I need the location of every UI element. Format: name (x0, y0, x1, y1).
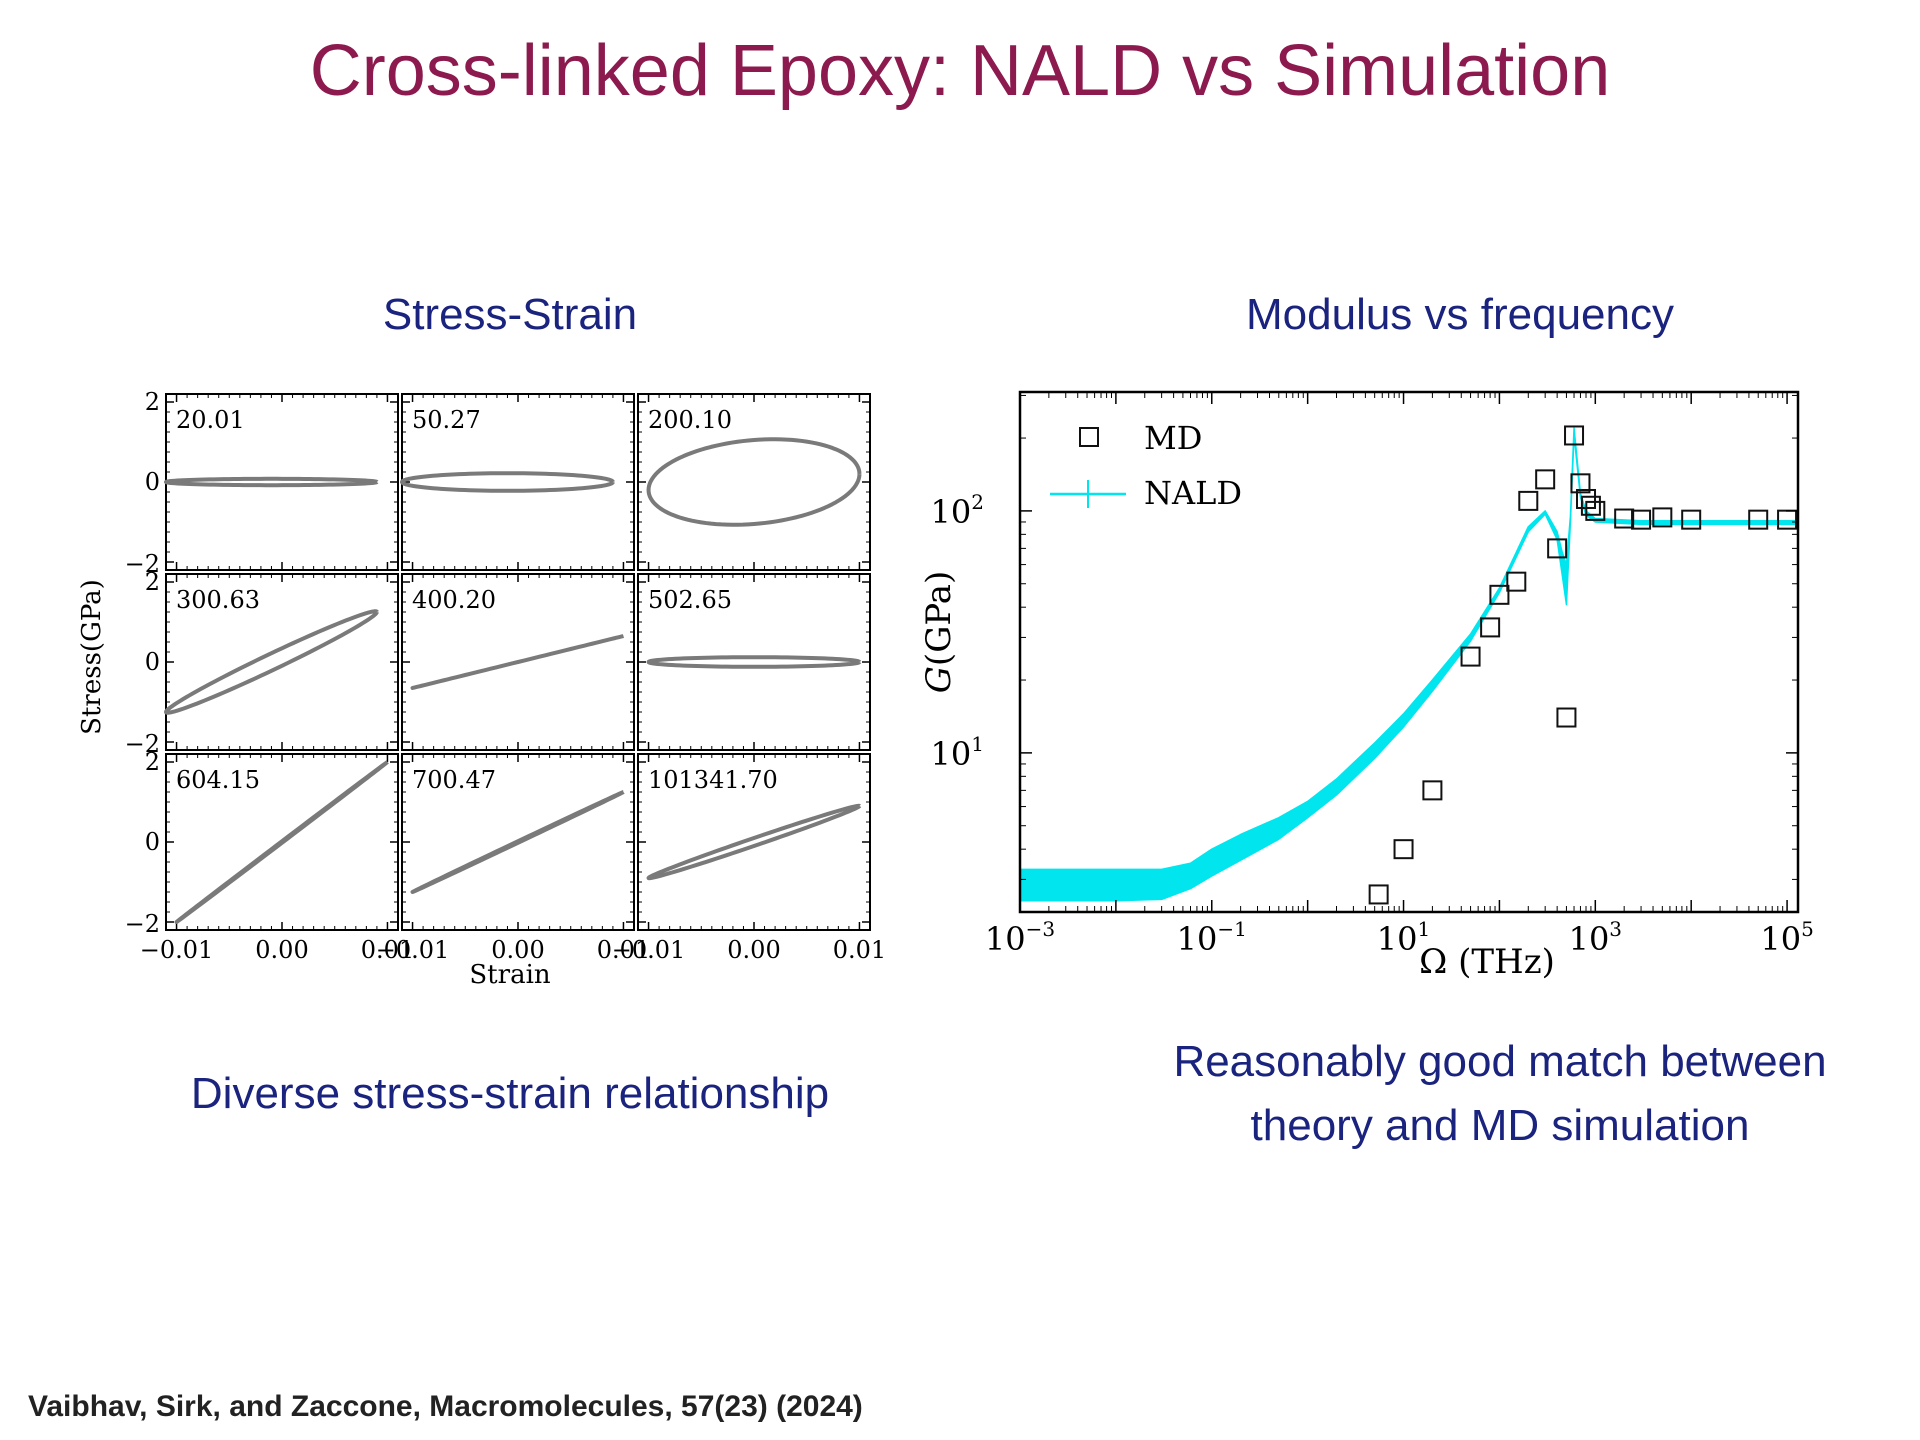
md-data-point (1631, 509, 1652, 530)
right-caption-line-1: Reasonably good match between (1173, 1037, 1827, 1086)
chart-legend: MD NALD (1050, 419, 1242, 512)
stress-tick-label: −2 (125, 910, 160, 938)
stress-strain-heading: Stress-Strain (382, 290, 638, 339)
md-data-point (1652, 507, 1673, 528)
strain-axis-label: Strain (469, 960, 551, 990)
md-data-point (1506, 571, 1527, 592)
strain-tick-label: 0.00 (727, 936, 780, 964)
md-data-point (1535, 469, 1556, 490)
stress-strain-loop (646, 803, 862, 881)
md-data-point (1480, 617, 1501, 638)
stress-tick-label: 2 (145, 568, 160, 596)
g-tick-label: 102 (931, 490, 984, 531)
nald-band (1019, 427, 1799, 902)
md-data-point (1460, 646, 1481, 667)
strain-tick-label: −0.01 (612, 936, 686, 964)
stress-strain-panel: 50.27 (400, 393, 635, 571)
strain-tick-label: 0.01 (833, 936, 886, 964)
stress-strain-panel: 101341.70 −0.01 0.00 0.01 (612, 753, 886, 964)
omega-tick-label: 10−3 (985, 917, 1055, 958)
g-tick-label: 101 (931, 732, 984, 773)
stress-tick-label: 2 (145, 748, 160, 776)
md-data-point (1748, 509, 1769, 530)
stress-strain-loop (400, 471, 615, 493)
omega-tick-label: 10−1 (1177, 917, 1247, 958)
strain-tick-label: 0.00 (491, 936, 544, 964)
strain-tick-label: −0.01 (376, 936, 450, 964)
panel-frequency-label: 50.27 (412, 406, 481, 434)
legend-nald-label: NALD (1144, 474, 1242, 512)
modulus-frequency-chart: 10−3 10−1 101 103 105 101 102 MD NALD Ω (THz) G(… (920, 390, 1814, 982)
strain-tick-label: 0.01 (597, 936, 650, 964)
stress-strain-panel: 502.65 (637, 573, 871, 751)
md-data-point (1777, 509, 1798, 530)
omega-axis-label: Ω (THz) (1419, 942, 1555, 982)
stress-strain-loop (174, 760, 390, 924)
panel-frequency-label: 20.01 (176, 406, 245, 434)
right-caption: Reasonably good match between theory and… (1150, 1030, 1850, 1158)
strain-tick-label: 0.00 (255, 936, 308, 964)
omega-tick-label: 101 (1377, 917, 1430, 958)
right-caption-line-2: theory and MD simulation (1250, 1100, 1750, 1150)
stress-strain-loop (646, 655, 862, 669)
stress-tick-label: 0 (145, 648, 160, 676)
stress-strain-loop (410, 790, 626, 894)
panel-frequency-label: 700.47 (412, 766, 496, 794)
panel-frequency-label: 502.65 (648, 586, 732, 614)
panel-frequency-label: 101341.70 (648, 766, 778, 794)
stress-axis-label: Stress(GPa) (77, 579, 107, 735)
stress-strain-panel: 604.15 −2 0 2 −0.01 0.00 0.01 (125, 748, 415, 964)
left-caption: Diverse stress-strain relationship (190, 1069, 830, 1118)
panel-frequency-label: 300.63 (176, 586, 260, 614)
stress-strain-loop (164, 476, 379, 488)
stress-tick-label: −2 (125, 550, 160, 578)
stress-tick-label: 0 (145, 828, 160, 856)
omega-tick-label: 103 (1569, 917, 1622, 958)
strain-tick-label: −0.01 (140, 936, 214, 964)
legend-md-marker (1079, 427, 1099, 447)
stress-strain-loop (646, 437, 862, 527)
stress-strain-loop (164, 609, 379, 715)
legend-md-label: MD (1144, 419, 1202, 457)
md-data-point (1580, 495, 1601, 516)
g-axis-label: G(GPa) (920, 571, 959, 693)
panel-frequency-label: 400.20 (412, 586, 496, 614)
stress-tick-label: 2 (145, 388, 160, 416)
modulus-heading: Modulus vs frequency (1246, 290, 1674, 339)
reference-citation: Vaibhav, Sirk, and Zaccone, Macromolecul… (28, 1390, 863, 1423)
slide-title: Cross-linked Epoxy: NALD vs Simulation (309, 31, 1611, 111)
md-data-point (1422, 780, 1443, 801)
panel-frequency-label: 604.15 (176, 766, 260, 794)
md-data-point (1556, 707, 1577, 728)
md-data-point (1570, 473, 1591, 494)
stress-strain-panel: 700.47 −0.01 0.00 0.01 (376, 753, 650, 964)
md-data-point (1489, 584, 1510, 605)
stress-tick-label: −2 (125, 730, 160, 758)
omega-tick-label: 105 (1760, 917, 1813, 958)
md-data-point (1518, 490, 1539, 511)
md-data-point (1368, 884, 1389, 905)
md-data-point (1681, 509, 1702, 530)
md-data-point (1564, 425, 1585, 446)
stress-strain-panel: 200.10 (637, 393, 871, 571)
stress-strain-panel: 400.20 (401, 573, 635, 751)
stress-tick-label: 0 (145, 468, 160, 496)
stress-strain-panel: 300.63 −2 0 2 (125, 568, 399, 758)
md-data-point (1547, 538, 1568, 559)
md-data-point (1393, 839, 1414, 860)
stress-strain-panel: 20.01 −2 0 2 (125, 388, 399, 578)
md-data-point (1585, 500, 1606, 521)
strain-tick-label: 0.01 (361, 936, 414, 964)
plot-frame (1018, 390, 1800, 914)
md-data-point (1614, 508, 1635, 529)
panel-frequency-label: 200.10 (648, 406, 732, 434)
stress-strain-loop (410, 634, 626, 690)
